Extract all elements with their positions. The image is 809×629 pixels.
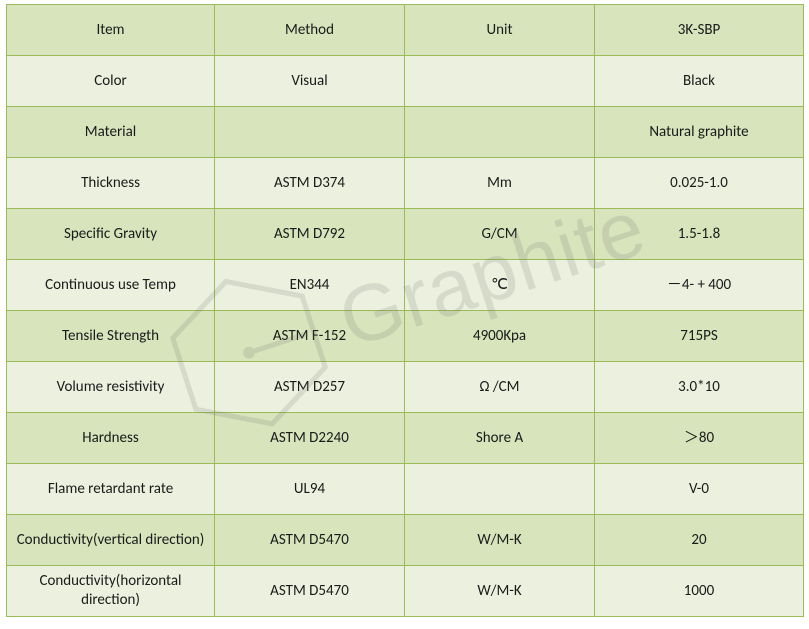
cell-unit <box>405 56 595 107</box>
table-row: Material Natural graphite <box>7 107 804 158</box>
spec-table-container: Item Method Unit 3K-SBP Color Visual Bla… <box>6 4 803 617</box>
cell-method: EN344 <box>215 260 405 311</box>
cell-method: ASTM D374 <box>215 158 405 209</box>
cell-unit: W/M-K <box>405 515 595 566</box>
table-row: Hardness ASTM D2240 Shore A ＞80 <box>7 413 804 464</box>
cell-value: Black <box>595 56 804 107</box>
cell-item: Material <box>7 107 215 158</box>
cell-value: 1000 <box>595 566 804 617</box>
cell-value: －4- + 400 <box>595 260 804 311</box>
table-row: Thickness ASTM D374 Mm 0.025-1.0 <box>7 158 804 209</box>
table-row: Conductivity(vertical direction) ASTM D5… <box>7 515 804 566</box>
cell-value: ＞80 <box>595 413 804 464</box>
cell-item: Item <box>7 5 215 56</box>
cell-value: 715PS <box>595 311 804 362</box>
cell-method: ASTM D792 <box>215 209 405 260</box>
cell-unit: 4900Kpa <box>405 311 595 362</box>
cell-item: Continuous use Temp <box>7 260 215 311</box>
cell-method: ASTM D5470 <box>215 515 405 566</box>
cell-unit: W/M-K <box>405 566 595 617</box>
cell-item: Hardness <box>7 413 215 464</box>
cell-value: 3.0*10 <box>595 362 804 413</box>
table-row: Flame retardant rate UL94 V-0 <box>7 464 804 515</box>
cell-value: 20 <box>595 515 804 566</box>
table-row: Conductivity(horizontal direction) ASTM … <box>7 566 804 617</box>
table-row: Item Method Unit 3K-SBP <box>7 5 804 56</box>
cell-item: Color <box>7 56 215 107</box>
cell-unit: Unit <box>405 5 595 56</box>
cell-value: V-0 <box>595 464 804 515</box>
spec-table-body: Item Method Unit 3K-SBP Color Visual Bla… <box>7 5 804 617</box>
cell-item: Volume resistivity <box>7 362 215 413</box>
cell-unit <box>405 107 595 158</box>
cell-method: ASTM D5470 <box>215 566 405 617</box>
cell-value: 3K-SBP <box>595 5 804 56</box>
cell-method: ASTM D257 <box>215 362 405 413</box>
cell-unit: Ω /CM <box>405 362 595 413</box>
table-row: Volume resistivity ASTM D257 Ω /CM 3.0*1… <box>7 362 804 413</box>
cell-value: 0.025-1.0 <box>595 158 804 209</box>
table-row: Continuous use Temp EN344 ℃ －4- + 400 <box>7 260 804 311</box>
table-row: Specific Gravity ASTM D792 G/CM 1.5-1.8 <box>7 209 804 260</box>
cell-unit: Shore A <box>405 413 595 464</box>
cell-item: Specific Gravity <box>7 209 215 260</box>
cell-item: Thickness <box>7 158 215 209</box>
cell-method: ASTM D2240 <box>215 413 405 464</box>
cell-value: 1.5-1.8 <box>595 209 804 260</box>
cell-method: Method <box>215 5 405 56</box>
cell-item: Conductivity(vertical direction) <box>7 515 215 566</box>
spec-table: Item Method Unit 3K-SBP Color Visual Bla… <box>6 4 804 617</box>
table-row: Tensile Strength ASTM F-152 4900Kpa 715P… <box>7 311 804 362</box>
cell-value: Natural graphite <box>595 107 804 158</box>
cell-method: UL94 <box>215 464 405 515</box>
cell-item: Flame retardant rate <box>7 464 215 515</box>
table-row: Color Visual Black <box>7 56 804 107</box>
cell-unit: Mm <box>405 158 595 209</box>
cell-method: Visual <box>215 56 405 107</box>
cell-method <box>215 107 405 158</box>
cell-item: Conductivity(horizontal direction) <box>7 566 215 617</box>
cell-unit: ℃ <box>405 260 595 311</box>
cell-unit <box>405 464 595 515</box>
cell-method: ASTM F-152 <box>215 311 405 362</box>
cell-unit: G/CM <box>405 209 595 260</box>
cell-item: Tensile Strength <box>7 311 215 362</box>
